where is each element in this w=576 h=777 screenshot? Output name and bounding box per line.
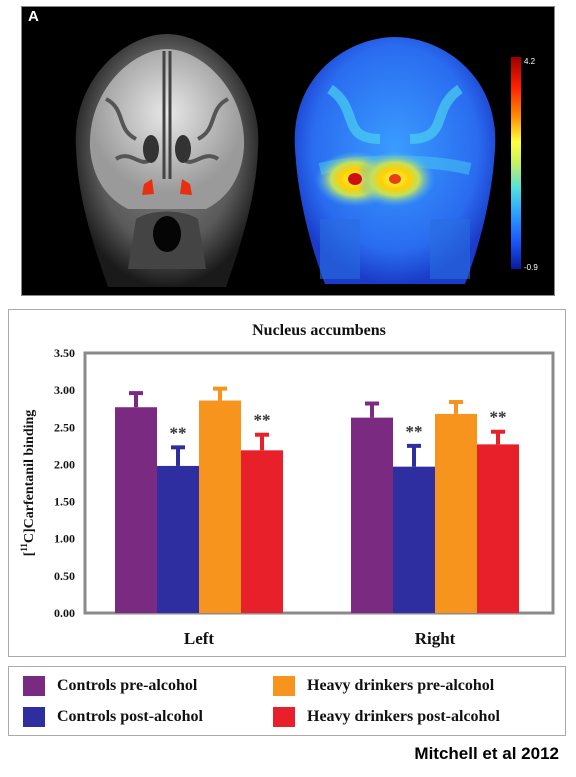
pet-scan-image [294,37,496,284]
bar [477,444,519,613]
panel-label: A [28,8,39,25]
legend-item-controls-pre: Controls pre-alcohol [23,676,197,696]
plot-frame [83,351,555,615]
legend-item-heavy-post: Heavy drinkers post-alcohol [273,707,500,727]
y-tick-label: 2.50 [54,420,75,434]
significance-annotation: ** [254,411,271,430]
chart-title: Nucleus accumbens [252,322,386,339]
legend-swatch [23,707,45,727]
right-roi-highlight [180,179,192,195]
bar [351,417,393,613]
y-tick-label: 2.00 [54,457,75,471]
legend-swatch [273,707,295,727]
left-roi-highlight [142,179,154,195]
colorbar [511,57,521,269]
bar [157,465,199,613]
significance-annotation: ** [170,423,187,442]
y-tick-label: 1.00 [54,532,75,546]
bar [199,400,241,613]
brain-image-panel: A [21,6,555,296]
y-tick-label: 0.00 [54,606,75,620]
y-tick-label: 3.00 [54,383,75,397]
y-tick-label: 0.50 [54,569,75,583]
x-category-label: Right [415,629,456,648]
y-tick-label: 3.50 [54,346,75,360]
mri-coronal-image [75,34,259,287]
legend-label: Heavy drinkers post-alcohol [307,708,500,725]
colorbar-max-label: 4.2 [524,57,536,66]
bar [115,407,157,613]
legend: Controls pre-alcohol Controls post-alcoh… [8,666,566,736]
legend-swatch [273,676,295,696]
x-category-label: Left [184,629,215,648]
legend-label: Heavy drinkers pre-alcohol [307,677,495,694]
colorbar-min-label: -0.9 [524,263,538,272]
y-tick-label: 1.50 [54,495,75,509]
bar-chart-panel: Nucleus accumbens 0.00 0.50 1.00 1.50 2.00 2.5… [8,309,566,657]
significance-annotation: ** [406,422,423,441]
legend-item-controls-post: Controls post-alcohol [23,707,203,727]
citation: Mitchell et al 2012 [414,744,559,763]
legend-swatch [23,676,45,696]
y-axis-label: [11C]Carfentanil binding [19,410,37,557]
legend-label: Controls pre-alcohol [57,677,198,694]
significance-annotation: ** [490,408,507,427]
legend-label: Controls post-alcohol [57,708,203,725]
bar [435,413,477,613]
legend-item-heavy-pre: Heavy drinkers pre-alcohol [273,676,494,696]
bar [241,450,283,613]
bar [393,466,435,613]
bar-chart: Nucleus accumbens 0.00 0.50 1.00 1.50 2.00 2.5… [19,322,555,648]
